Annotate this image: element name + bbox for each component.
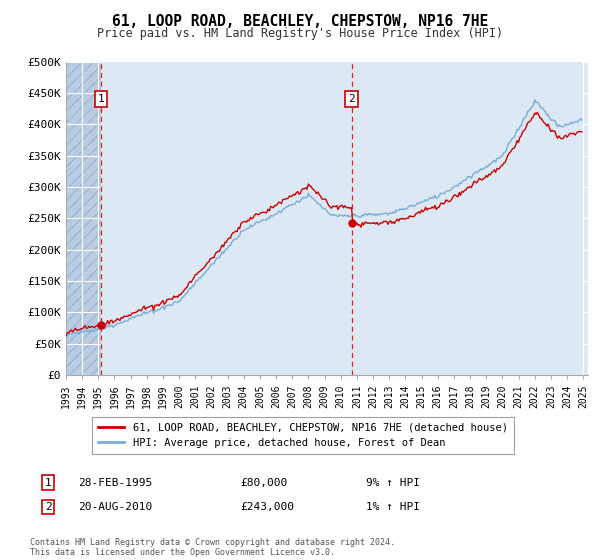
Text: 61, LOOP ROAD, BEACHLEY, CHEPSTOW, NP16 7HE: 61, LOOP ROAD, BEACHLEY, CHEPSTOW, NP16 … [112,14,488,29]
Text: 1: 1 [44,478,52,488]
Text: Price paid vs. HM Land Registry's House Price Index (HPI): Price paid vs. HM Land Registry's House … [97,27,503,40]
Legend: 61, LOOP ROAD, BEACHLEY, CHEPSTOW, NP16 7HE (detached house), HPI: Average price: 61, LOOP ROAD, BEACHLEY, CHEPSTOW, NP16 … [92,417,514,454]
Text: 20-AUG-2010: 20-AUG-2010 [78,502,152,512]
Text: 28-FEB-1995: 28-FEB-1995 [78,478,152,488]
Text: 2: 2 [44,502,52,512]
Text: 2: 2 [348,94,355,104]
Text: £243,000: £243,000 [240,502,294,512]
Text: 1% ↑ HPI: 1% ↑ HPI [366,502,420,512]
Text: £80,000: £80,000 [240,478,287,488]
Text: 1: 1 [98,94,104,104]
Text: 9% ↑ HPI: 9% ↑ HPI [366,478,420,488]
Text: Contains HM Land Registry data © Crown copyright and database right 2024.
This d: Contains HM Land Registry data © Crown c… [30,538,395,557]
